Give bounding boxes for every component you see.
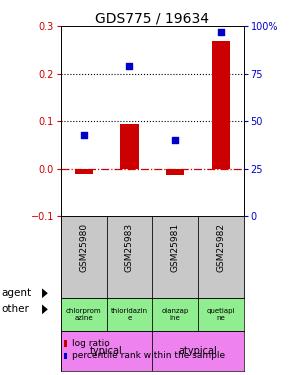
Bar — [152, 330, 244, 371]
Text: GSM25980: GSM25980 — [79, 223, 88, 272]
Bar — [212, 40, 230, 169]
Polygon shape — [42, 304, 48, 314]
Text: log ratio: log ratio — [72, 339, 110, 348]
Point — [127, 63, 132, 69]
Text: GSM25981: GSM25981 — [171, 223, 180, 272]
Bar — [61, 330, 152, 371]
Bar — [152, 298, 198, 330]
Bar — [61, 298, 106, 330]
Point — [81, 132, 86, 138]
Point — [218, 29, 223, 35]
Bar — [166, 169, 184, 175]
Text: GSM25982: GSM25982 — [216, 223, 225, 272]
Text: quetiapi
ne: quetiapi ne — [206, 308, 235, 321]
Bar — [120, 124, 139, 169]
Bar — [106, 298, 152, 330]
Bar — [198, 298, 244, 330]
Bar — [61, 216, 106, 298]
Polygon shape — [42, 288, 48, 298]
Point — [173, 137, 177, 143]
Text: agent: agent — [1, 288, 32, 298]
Bar — [198, 216, 244, 298]
Bar — [152, 216, 198, 298]
Bar — [75, 169, 93, 174]
Bar — [106, 216, 152, 298]
Title: GDS775 / 19634: GDS775 / 19634 — [95, 11, 209, 25]
Text: chlorprom
azine: chlorprom azine — [66, 308, 102, 321]
Text: thioridazin
e: thioridazin e — [111, 308, 148, 321]
Text: typical: typical — [90, 346, 123, 356]
Text: other: other — [1, 304, 29, 314]
Text: olanzap
ine: olanzap ine — [162, 308, 189, 321]
Text: atypical: atypical — [179, 346, 217, 356]
Text: GSM25983: GSM25983 — [125, 223, 134, 272]
Text: percentile rank within the sample: percentile rank within the sample — [72, 351, 226, 360]
